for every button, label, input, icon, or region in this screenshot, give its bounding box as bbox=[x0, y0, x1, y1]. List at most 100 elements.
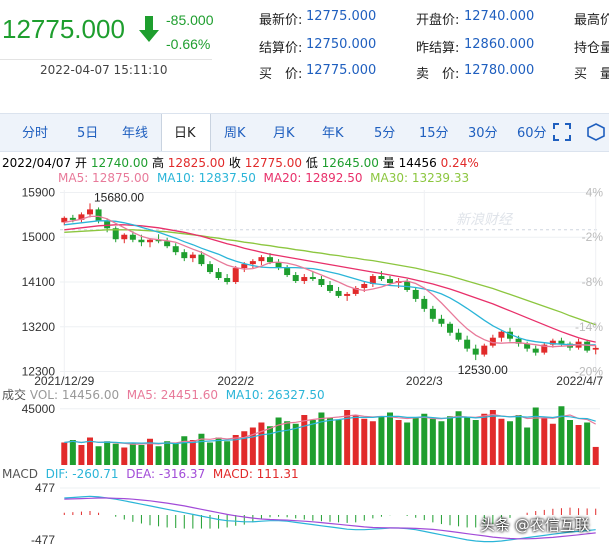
settle-label: 结算价: bbox=[259, 41, 303, 56]
candle-body bbox=[189, 254, 196, 259]
price-change-pct: -0.66% bbox=[166, 36, 211, 52]
ma10-legend: MA10: 12837.50 bbox=[156, 171, 256, 185]
ohlc-info: 2022/04/07 开 12740.00 高 12825.00 收 12775… bbox=[2, 154, 479, 171]
candle-body bbox=[378, 276, 385, 280]
tab-intraday[interactable]: 分时 bbox=[22, 126, 49, 141]
candle-body bbox=[515, 338, 522, 344]
info-high-label: 高 bbox=[151, 156, 164, 170]
volume-bar bbox=[472, 420, 479, 465]
tab-5day[interactable]: 5日 bbox=[77, 126, 99, 141]
tab-30min[interactable]: 30分 bbox=[468, 126, 498, 141]
candle-body bbox=[447, 323, 453, 333]
candle-body bbox=[129, 234, 136, 240]
volume-bar bbox=[515, 415, 522, 465]
volume-bar bbox=[327, 417, 333, 465]
volume-bar bbox=[138, 445, 145, 465]
candle-body bbox=[507, 331, 513, 339]
macd-value: MACD: 111.31 bbox=[212, 467, 299, 481]
date-label: 2022/2 bbox=[217, 374, 254, 388]
volume-bar bbox=[549, 423, 556, 465]
volume-bar bbox=[215, 437, 222, 465]
info-close: 12775.00 bbox=[244, 156, 302, 170]
volume-bar bbox=[498, 418, 505, 465]
candle-body bbox=[532, 348, 539, 353]
quote-time: 2022-04-07 15:11:10 bbox=[40, 63, 168, 77]
pct-tick-label: -14% bbox=[575, 320, 603, 334]
volume-bar bbox=[592, 446, 599, 465]
tab-15min[interactable]: 15分 bbox=[419, 126, 449, 141]
candle-body bbox=[464, 339, 471, 349]
tab-5min[interactable]: 5分 bbox=[374, 126, 396, 141]
volume-bar bbox=[87, 437, 93, 465]
tab-yearly-k[interactable]: 年K bbox=[322, 126, 344, 141]
candle-body bbox=[112, 228, 119, 240]
last-price: 12775.000 bbox=[2, 14, 125, 44]
ma20-line bbox=[64, 224, 596, 343]
volume-bar bbox=[69, 440, 76, 465]
candle-body bbox=[241, 264, 248, 269]
bid-label: 买 价: bbox=[259, 67, 303, 82]
candle-body bbox=[284, 268, 291, 276]
grid-lines bbox=[60, 190, 600, 489]
pct-tick-label: -8% bbox=[582, 275, 604, 289]
volume-bar bbox=[78, 445, 85, 465]
volume-bar bbox=[455, 411, 462, 465]
watermark: 新浪财经 bbox=[456, 212, 514, 228]
candle-body bbox=[421, 298, 428, 309]
volume-bar bbox=[267, 426, 273, 465]
volume-bar bbox=[464, 417, 471, 465]
candle-body bbox=[78, 214, 85, 220]
ma20-legend: MA20: 12892.50 bbox=[263, 171, 363, 185]
tab-weekly-k[interactable]: 周K bbox=[224, 126, 246, 141]
svg-text:新浪财经: 新浪财经 bbox=[456, 212, 514, 228]
candle-body bbox=[455, 332, 462, 340]
volume-bar bbox=[232, 435, 239, 465]
volume-bar bbox=[532, 407, 539, 465]
volume-bar bbox=[352, 415, 359, 465]
candle-body bbox=[489, 337, 496, 346]
tab-60min[interactable]: 60分 bbox=[517, 126, 547, 141]
hold-label: 持仓量 bbox=[574, 41, 609, 56]
candle-body bbox=[61, 217, 68, 223]
candle-body bbox=[207, 264, 213, 273]
tab-year-line[interactable]: 年线 bbox=[122, 126, 149, 141]
info-close-label: 收 bbox=[228, 156, 241, 170]
candle-body bbox=[472, 348, 479, 355]
info-open-label: 开 bbox=[75, 156, 88, 170]
macd-dif: DIF: -260.71 bbox=[45, 467, 119, 481]
candle-body bbox=[481, 345, 488, 355]
candle-body bbox=[429, 308, 436, 319]
volume-bar bbox=[198, 433, 205, 465]
volume-bar bbox=[155, 446, 162, 465]
volume-bar bbox=[361, 418, 368, 465]
tab-monthly-k[interactable]: 月K bbox=[273, 126, 295, 141]
volume-legend: 成交 VOL: 14456.00 MA5: 24451.60 MA10: 263… bbox=[2, 386, 325, 403]
settings-icon[interactable] bbox=[586, 123, 606, 145]
candle-body bbox=[215, 272, 222, 279]
macd-plot bbox=[63, 495, 597, 543]
tab-daily-k[interactable]: 日K bbox=[174, 126, 196, 141]
ask-value: 12780.000 bbox=[464, 63, 535, 78]
volume-bar bbox=[112, 443, 119, 465]
candle-body bbox=[138, 239, 145, 243]
pct-tick-label: 4% bbox=[586, 185, 604, 199]
price-tick-label: 15900 bbox=[22, 185, 56, 199]
candle-body bbox=[352, 287, 359, 294]
volume-ma-line bbox=[64, 415, 596, 445]
candle-body bbox=[404, 281, 411, 290]
candle-body bbox=[87, 209, 93, 215]
volume-bar bbox=[524, 427, 531, 465]
active-tab-bg bbox=[161, 114, 211, 151]
info-low: 12645.00 bbox=[321, 156, 379, 170]
date-label: 2022/4/7 bbox=[556, 374, 603, 388]
candle-body bbox=[344, 293, 351, 296]
info-low-label: 低 bbox=[305, 156, 318, 170]
volume-bar bbox=[387, 412, 393, 465]
volume-bar bbox=[558, 406, 565, 465]
fullscreen-icon[interactable] bbox=[553, 123, 571, 145]
volume-bar bbox=[207, 442, 213, 465]
volume-bar bbox=[224, 441, 231, 465]
volume-bar bbox=[95, 446, 102, 465]
open-value: 12740.000 bbox=[464, 9, 535, 24]
